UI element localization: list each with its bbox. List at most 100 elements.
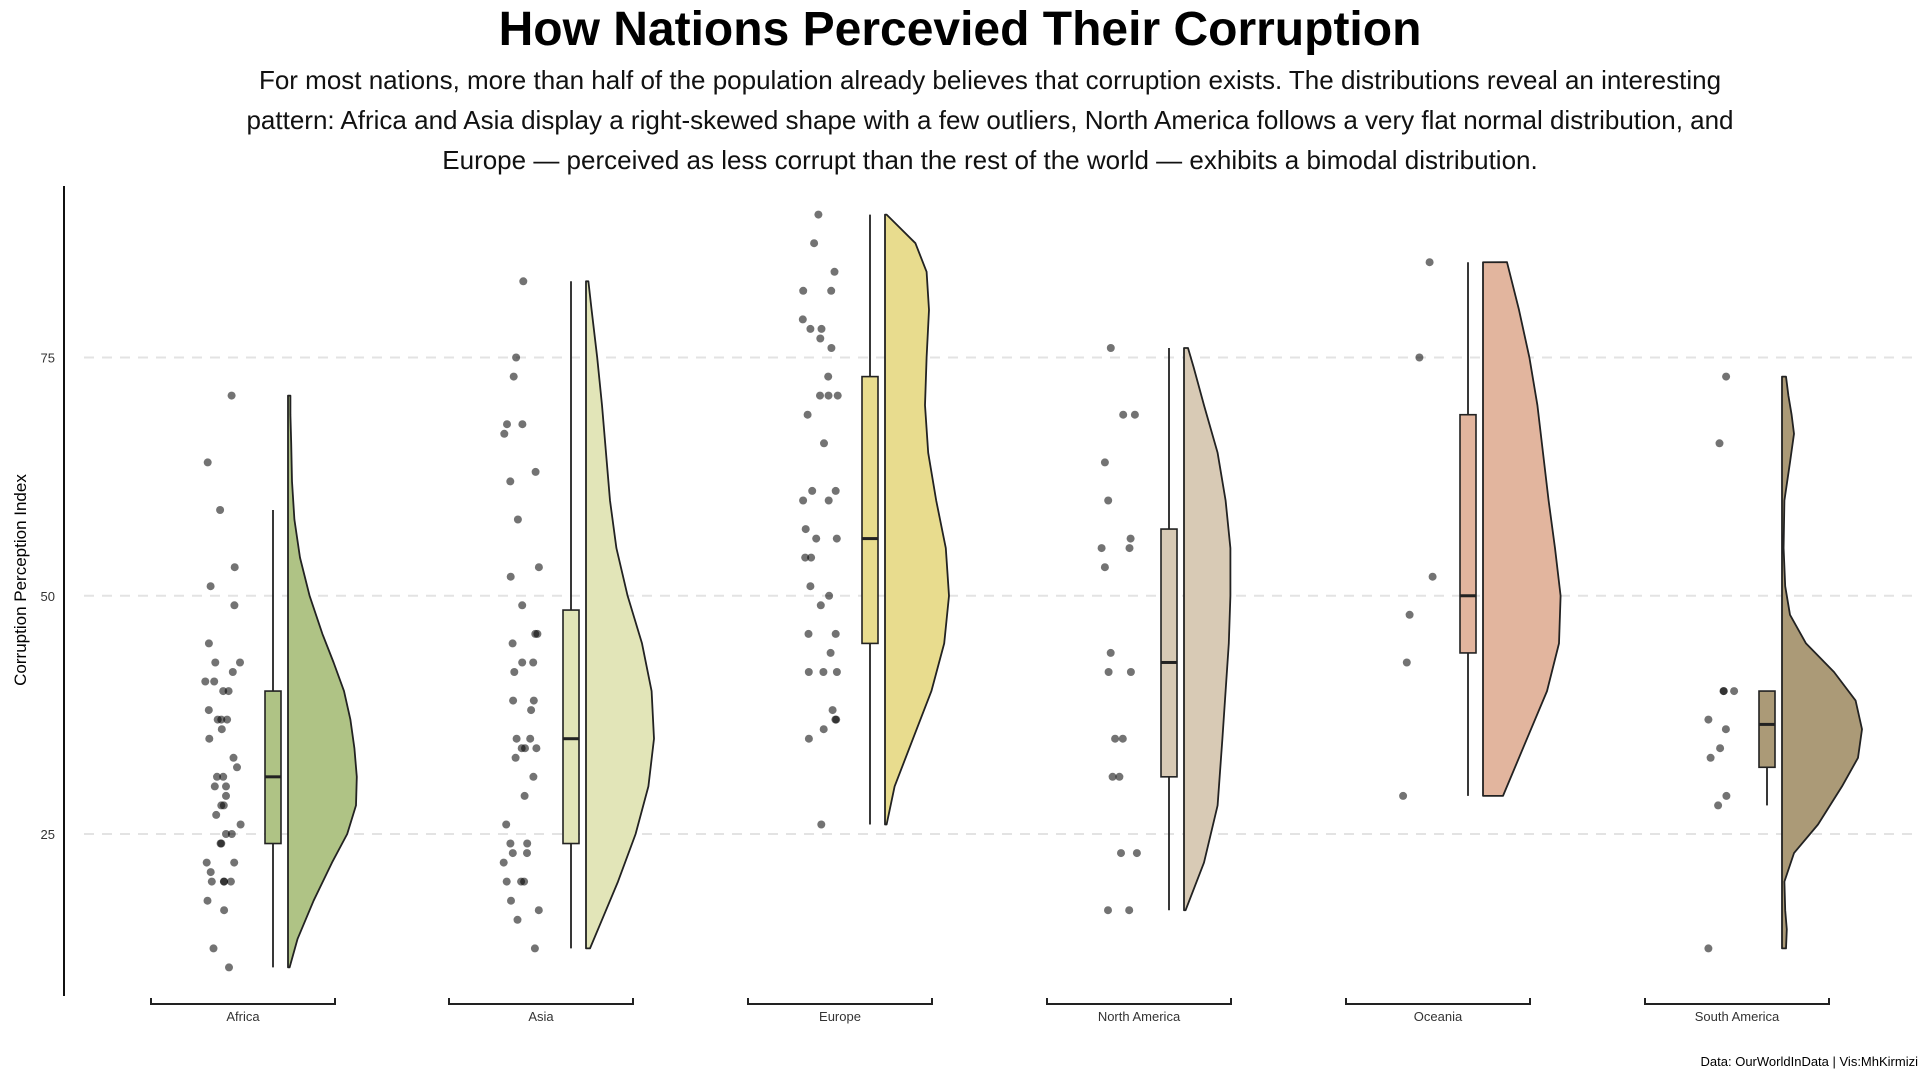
data-point [204, 639, 213, 648]
data-point [816, 601, 825, 610]
data-point [216, 839, 225, 848]
violin-shape [1781, 375, 1863, 950]
data-point [806, 324, 815, 333]
data-point [819, 725, 828, 734]
data-point [230, 563, 239, 572]
data-point [503, 420, 511, 429]
grid-lines [84, 356, 1920, 835]
data-point [1104, 668, 1113, 676]
data-point [1399, 791, 1408, 800]
category-group-north-america [1097, 344, 1232, 915]
data-point [807, 553, 816, 562]
data-point [1104, 906, 1112, 915]
data-point [812, 534, 821, 543]
x-tick-label: South America [1695, 1009, 1780, 1024]
x-axis-bracket [1644, 998, 1830, 1005]
data-point [1405, 610, 1414, 619]
data-point [1126, 668, 1135, 676]
category-group-asia [499, 277, 655, 953]
data-point [817, 324, 826, 333]
data-point [512, 734, 521, 743]
axes: Corruption Perception Index 25 50 75 Africa… [11, 186, 1830, 1024]
data-point [534, 906, 543, 915]
data-point [832, 668, 841, 676]
data-point [518, 658, 527, 667]
violin-shape [585, 280, 655, 950]
data-point [236, 658, 244, 667]
data-point [831, 715, 840, 724]
data-point [217, 715, 226, 724]
data-point [512, 353, 521, 362]
data-point [799, 286, 808, 295]
data-point [513, 515, 522, 524]
category-group-europe [798, 210, 950, 829]
data-point [820, 439, 828, 448]
box-iqr [861, 375, 879, 645]
data-point [814, 210, 823, 219]
data-point [201, 677, 210, 686]
data-point [532, 744, 541, 753]
chart-marks [201, 210, 1863, 972]
data-point [1117, 849, 1125, 858]
data-point [1097, 544, 1106, 553]
chart-subtitle: For most nations, more than half of the … [246, 65, 1734, 175]
data-point [502, 820, 511, 829]
data-point [222, 830, 230, 838]
data-point [220, 906, 229, 915]
data-point [1716, 744, 1725, 753]
data-point [831, 629, 840, 638]
x-tick-label: Asia [528, 1009, 554, 1024]
data-point [217, 801, 226, 810]
data-point [518, 601, 527, 610]
data-point [801, 525, 810, 534]
y-tick-label: 75 [41, 351, 55, 366]
data-point [817, 820, 826, 829]
data-point [827, 286, 836, 295]
y-axis-label: Corruption Perception Index [11, 474, 30, 686]
data-point [1132, 849, 1141, 858]
data-point [1714, 801, 1723, 810]
data-point [806, 582, 815, 591]
data-point [830, 267, 839, 276]
data-point [219, 877, 228, 886]
data-point [519, 277, 528, 286]
data-point [500, 429, 509, 438]
x-tick-label: Europe [819, 1009, 861, 1024]
data-point [227, 391, 236, 400]
data-point [225, 963, 233, 972]
data-point [506, 572, 515, 581]
data-point [526, 734, 535, 743]
box-iqr [1758, 690, 1776, 769]
category-group-oceania [1399, 258, 1562, 800]
data-point [510, 668, 519, 676]
data-point [233, 763, 241, 772]
data-point [230, 858, 239, 867]
data-point [1108, 772, 1117, 781]
data-point [1125, 544, 1134, 553]
x-tick-label: Africa [226, 1009, 260, 1024]
data-point [204, 706, 213, 715]
data-point [511, 753, 520, 762]
data-point [506, 477, 515, 486]
data-point [1719, 687, 1728, 696]
data-point [205, 734, 214, 743]
data-point [213, 772, 221, 781]
data-point [520, 791, 529, 800]
violin-shape [1482, 261, 1562, 797]
data-point [804, 629, 813, 638]
data-point [1115, 772, 1124, 781]
data-point [502, 877, 511, 886]
data-point [808, 486, 817, 495]
data-point [831, 486, 840, 495]
data-point [518, 420, 527, 429]
box-iqr [562, 609, 580, 845]
x-axis-bracket [1046, 998, 1232, 1005]
data-point [1106, 344, 1115, 352]
data-point [816, 391, 824, 400]
data-point [832, 534, 841, 543]
data-point [509, 372, 518, 381]
data-point [229, 753, 238, 762]
data-point [799, 496, 808, 505]
data-point [824, 391, 833, 400]
data-point [1415, 353, 1424, 362]
